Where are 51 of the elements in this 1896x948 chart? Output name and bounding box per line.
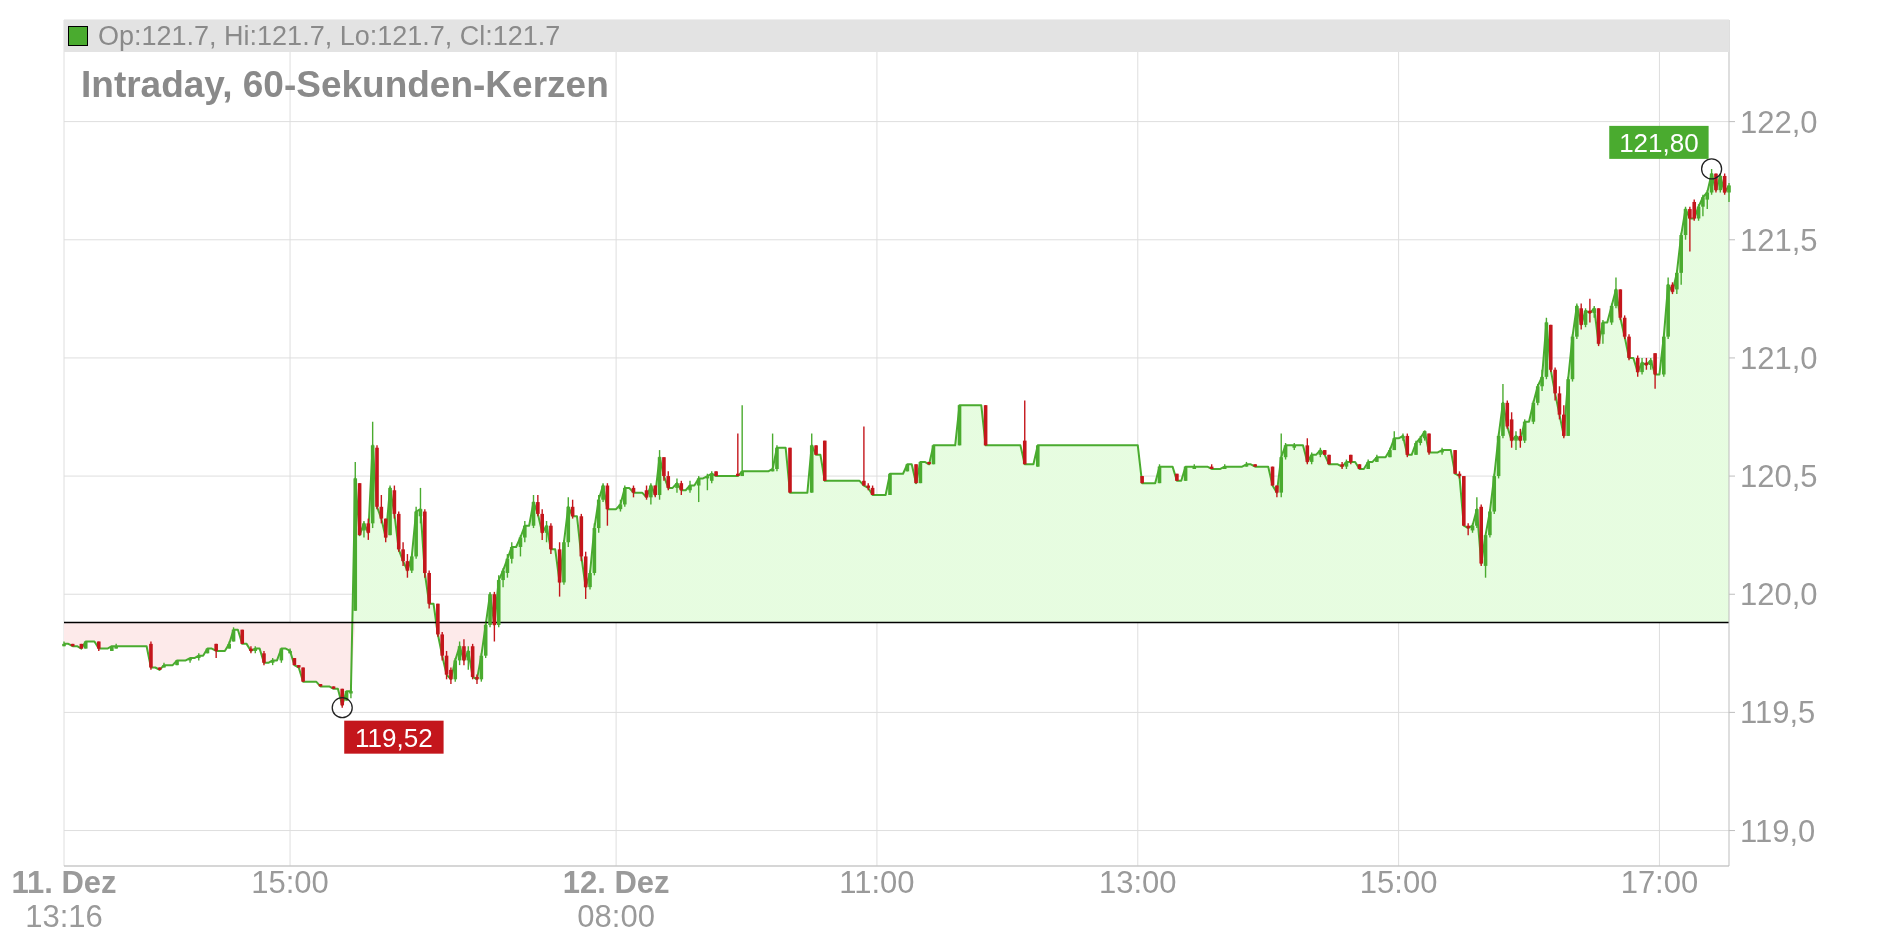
- candlestick: [623, 484, 627, 508]
- candlestick: [440, 631, 445, 662]
- text: Intraday, 60-Sekunden-Kerzen: [81, 64, 609, 106]
- candlestick: [1601, 319, 1605, 345]
- candlestick: [675, 477, 679, 494]
- candlestick: [509, 541, 514, 565]
- candlestick: [1614, 276, 1618, 309]
- y-tick-label: 120,0: [1740, 577, 1818, 613]
- candlestick: [688, 480, 692, 494]
- y-tick-label: 121,0: [1740, 340, 1818, 376]
- candlestick: [862, 425, 866, 487]
- candlestick: [1562, 404, 1566, 439]
- annotation: 119,52: [355, 722, 433, 753]
- annotation: 121,80: [1619, 127, 1699, 158]
- candlestick: [1653, 352, 1657, 390]
- y-tick-label: 122,0: [1740, 104, 1818, 140]
- candlestick: [462, 638, 466, 666]
- candlestick: [588, 569, 592, 591]
- candlestick: [888, 473, 892, 495]
- candlestick: [453, 657, 458, 683]
- candlestick: [549, 522, 553, 555]
- x-tick-label: 11. Dez 13:16: [11, 865, 117, 934]
- candlestick: [1475, 496, 1479, 529]
- candlestick: [1022, 399, 1027, 465]
- x-tick-label: 11:00: [839, 865, 915, 900]
- candlestick: [466, 645, 471, 671]
- candlestick: [1635, 354, 1640, 378]
- candlestick: [1627, 333, 1631, 361]
- candlestick: [1688, 205, 1692, 253]
- x-tick-label: 12. Dez 08:00: [562, 865, 670, 934]
- y-tick-label: 119,5: [1740, 695, 1816, 731]
- candlestick: [775, 444, 779, 473]
- x-tick-label: 13:00: [1098, 865, 1177, 900]
- candlestick: [523, 520, 527, 543]
- candlestick: [649, 482, 653, 506]
- candlestick: [1453, 449, 1457, 475]
- candlestick: [1701, 194, 1705, 217]
- annotation: Op:121.7, Hi:121.7, Lo:121.7, Cl:121.7: [98, 20, 561, 52]
- candlestick: [1579, 302, 1583, 331]
- y-tick-label: 120,5: [1740, 459, 1818, 495]
- candlestick: [696, 475, 701, 503]
- x-tick-label: 15:00: [1359, 865, 1438, 900]
- candlestick: [740, 404, 744, 477]
- y-tick-label: 119,0: [1740, 813, 1816, 849]
- candlestick: [1514, 430, 1518, 451]
- x-tick-label: 17:00: [1620, 865, 1699, 900]
- candlestick: [1035, 444, 1040, 468]
- y-tick-label: 121,5: [1740, 222, 1818, 258]
- x-tick-label: 15:00: [251, 865, 329, 900]
- candlestick: [149, 640, 153, 671]
- candlestick: [666, 470, 671, 491]
